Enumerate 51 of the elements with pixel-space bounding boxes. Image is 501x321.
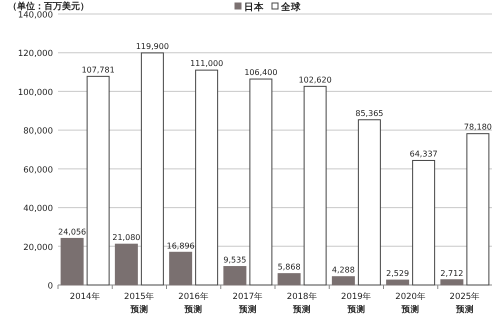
x-tick-label: 2020年预测	[395, 291, 426, 315]
y-tick-label: 80,000	[23, 126, 53, 137]
data-label: 24,056	[58, 227, 86, 236]
x-tick-label: 2025年预测	[450, 291, 480, 315]
y-tick-label: 20,000	[23, 242, 53, 253]
bar	[223, 266, 246, 286]
data-label: 5,868	[278, 262, 301, 272]
bar	[358, 119, 381, 286]
data-label: 106,400	[244, 68, 278, 78]
data-label: 107,781	[82, 65, 115, 74]
bar	[332, 276, 355, 286]
data-label: 102,620	[298, 75, 332, 84]
bar	[412, 160, 436, 286]
data-label: 16,896	[166, 241, 195, 250]
y-axis-title: （单位：百万美元）	[8, 1, 89, 12]
bar	[114, 244, 138, 286]
bar	[86, 76, 110, 286]
x-tick-label: 2018年预测	[286, 291, 318, 315]
bar	[440, 279, 464, 286]
data-label: 2,712	[440, 268, 464, 278]
x-tick-label: 2016年预测	[178, 291, 209, 315]
legend-label: 日本	[244, 1, 265, 13]
bar	[466, 133, 490, 286]
y-tick-label: 40,000	[23, 204, 53, 214]
data-label: 111,000	[190, 59, 224, 68]
y-tick-label: 140,000	[18, 10, 53, 20]
data-label: 78,180	[464, 122, 492, 132]
x-tick-label: 2014年	[70, 291, 100, 302]
data-label: 2,529	[386, 269, 410, 278]
data-label: 4,288	[332, 266, 355, 275]
bar	[249, 78, 272, 286]
y-tick-label: 100,000	[18, 88, 53, 98]
bar	[278, 273, 301, 286]
bar	[386, 280, 410, 286]
data-label: 21,080	[112, 233, 140, 242]
data-label: 64,337	[410, 149, 438, 158]
data-label: 119,900	[136, 42, 169, 51]
bar	[304, 86, 327, 286]
y-tick-label: 120,000	[18, 49, 53, 60]
y-tick-label: 0	[48, 282, 53, 292]
data-label: 85,365	[355, 108, 384, 118]
data-label: 9,535	[223, 256, 246, 265]
bar	[195, 70, 218, 286]
x-tick-label: 2015年预测	[124, 291, 155, 315]
bar	[169, 252, 192, 286]
bar	[140, 52, 164, 286]
legend-label: 全球	[280, 1, 302, 13]
bar	[60, 238, 84, 286]
x-tick-label: 2017年预测	[232, 291, 264, 315]
x-tick-label: 2019年预测	[341, 291, 372, 315]
y-tick-label: 60,000	[23, 165, 53, 176]
